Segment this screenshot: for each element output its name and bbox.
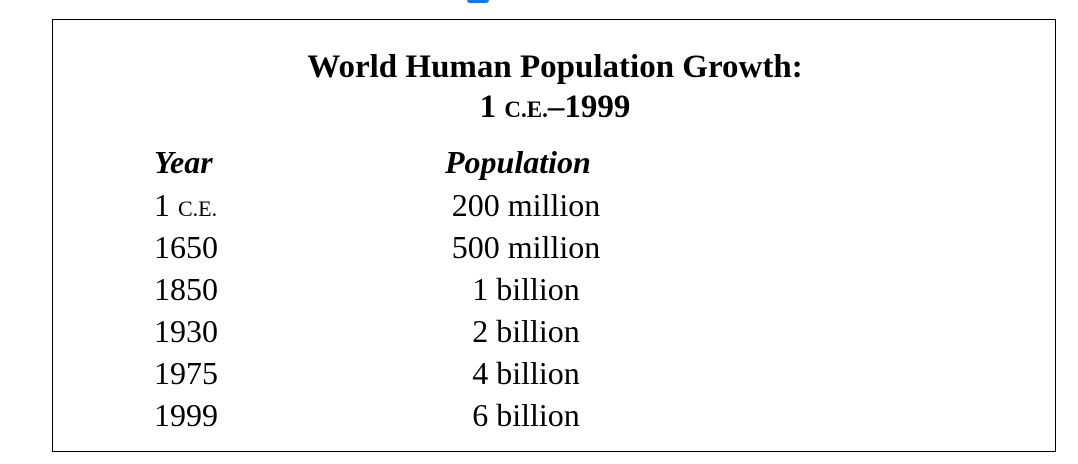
table-row: 1930 2 billion xyxy=(53,310,1057,352)
year-era: C.E. xyxy=(178,196,218,221)
table-title: World Human Population Growth: 1 C.E.–19… xyxy=(53,47,1057,130)
population-cell: 2 billion xyxy=(472,313,580,349)
table-row: 1975 4 billion xyxy=(53,352,1057,394)
population-cell: 1 billion xyxy=(472,271,580,307)
title-line-2-era: C.E. xyxy=(504,97,548,122)
year-value: 1 xyxy=(154,187,170,223)
title-line-2-prefix: 1 xyxy=(479,89,505,125)
year-cell: 1999 xyxy=(154,397,218,433)
population-cell: 500 million xyxy=(451,229,601,265)
population-cell: 4 billion xyxy=(472,355,580,391)
top-accent-mark xyxy=(467,0,489,3)
column-header-year: Year xyxy=(154,144,213,180)
table-row: 1999 6 billion xyxy=(53,394,1057,436)
title-line-2-suffix: –1999 xyxy=(547,89,631,125)
population-table-box: World Human Population Growth: 1 C.E.–19… xyxy=(52,19,1056,452)
year-cell: 1 C.E. xyxy=(154,184,217,230)
title-line-1: World Human Population Growth: xyxy=(307,49,803,85)
year-cell: 1650 xyxy=(154,229,218,265)
table-row: 1650 500 million xyxy=(53,226,1057,268)
year-cell: 1975 xyxy=(154,355,218,391)
year-cell: 1930 xyxy=(154,313,218,349)
column-header-population: Population xyxy=(445,144,591,180)
population-cell: 200 million xyxy=(451,187,601,223)
title-line-2: 1 C.E.–1999 xyxy=(53,87,1057,130)
population-cell: 6 billion xyxy=(472,397,580,433)
year-cell: 1850 xyxy=(154,271,218,307)
table-row: 1850 1 billion xyxy=(53,268,1057,310)
table-row: 1 C.E. 200 million xyxy=(53,184,1057,226)
